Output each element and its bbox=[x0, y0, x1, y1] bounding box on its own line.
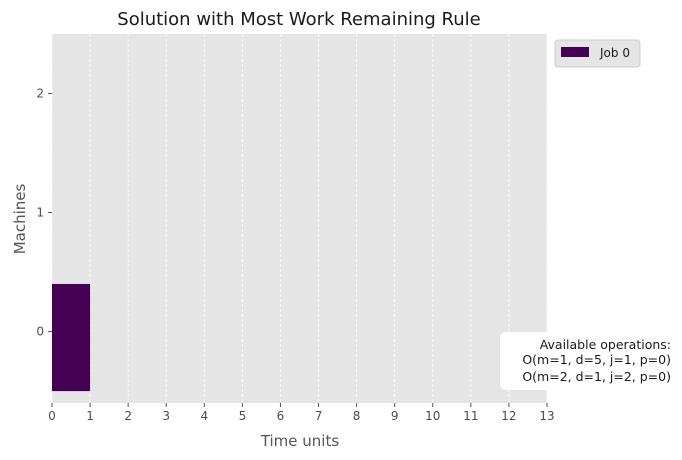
y-axis-ticks: 0 1 2 bbox=[36, 87, 52, 339]
x-tick-label-1: 1 bbox=[86, 409, 94, 423]
x-tick-label-0: 0 bbox=[48, 409, 56, 423]
available-operations-box: Available operations: O(m=1, d=5, j=1, p… bbox=[500, 332, 677, 390]
annotation-title: Available operations: bbox=[540, 337, 671, 352]
x-tick-label-2: 2 bbox=[124, 409, 132, 423]
x-tick-label-4: 4 bbox=[200, 409, 208, 423]
y-tick-label-2: 2 bbox=[36, 87, 44, 101]
annotation-frame bbox=[500, 332, 677, 390]
y-tick-label-1: 1 bbox=[36, 206, 44, 220]
chart-title: Solution with Most Work Remaining Rule bbox=[117, 9, 480, 30]
x-tick-label-9: 9 bbox=[391, 409, 399, 423]
annotation-line-2: O(m=2, d=1, j=2, p=0) bbox=[522, 369, 671, 384]
bar-job-0 bbox=[52, 283, 91, 392]
y-axis-title: Machines bbox=[11, 184, 29, 255]
legend-swatch-job-0 bbox=[561, 47, 589, 57]
legend-label-job-0: Job 0 bbox=[599, 46, 630, 60]
legend: Job 0 bbox=[554, 39, 641, 68]
plot-area bbox=[52, 34, 547, 403]
y-tick-label-0: 0 bbox=[36, 325, 44, 339]
x-tick-label-12: 12 bbox=[501, 409, 516, 423]
x-tick-label-11: 11 bbox=[463, 409, 478, 423]
x-tick-label-10: 10 bbox=[425, 409, 440, 423]
x-tick-label-13: 13 bbox=[539, 409, 554, 423]
bars bbox=[52, 283, 91, 392]
x-tick-label-5: 5 bbox=[239, 409, 247, 423]
x-tick-label-3: 3 bbox=[162, 409, 170, 423]
legend-frame bbox=[554, 39, 641, 68]
annotation-line-1: O(m=1, d=5, j=1, p=0) bbox=[522, 352, 671, 367]
x-tick-label-6: 6 bbox=[277, 409, 285, 423]
x-axis-ticks: 0 1 2 3 4 5 6 7 8 9 10 11 12 13 bbox=[48, 403, 555, 423]
x-tick-label-8: 8 bbox=[353, 409, 361, 423]
x-axis-title: Time units bbox=[260, 432, 340, 450]
x-tick-label-7: 7 bbox=[315, 409, 323, 423]
